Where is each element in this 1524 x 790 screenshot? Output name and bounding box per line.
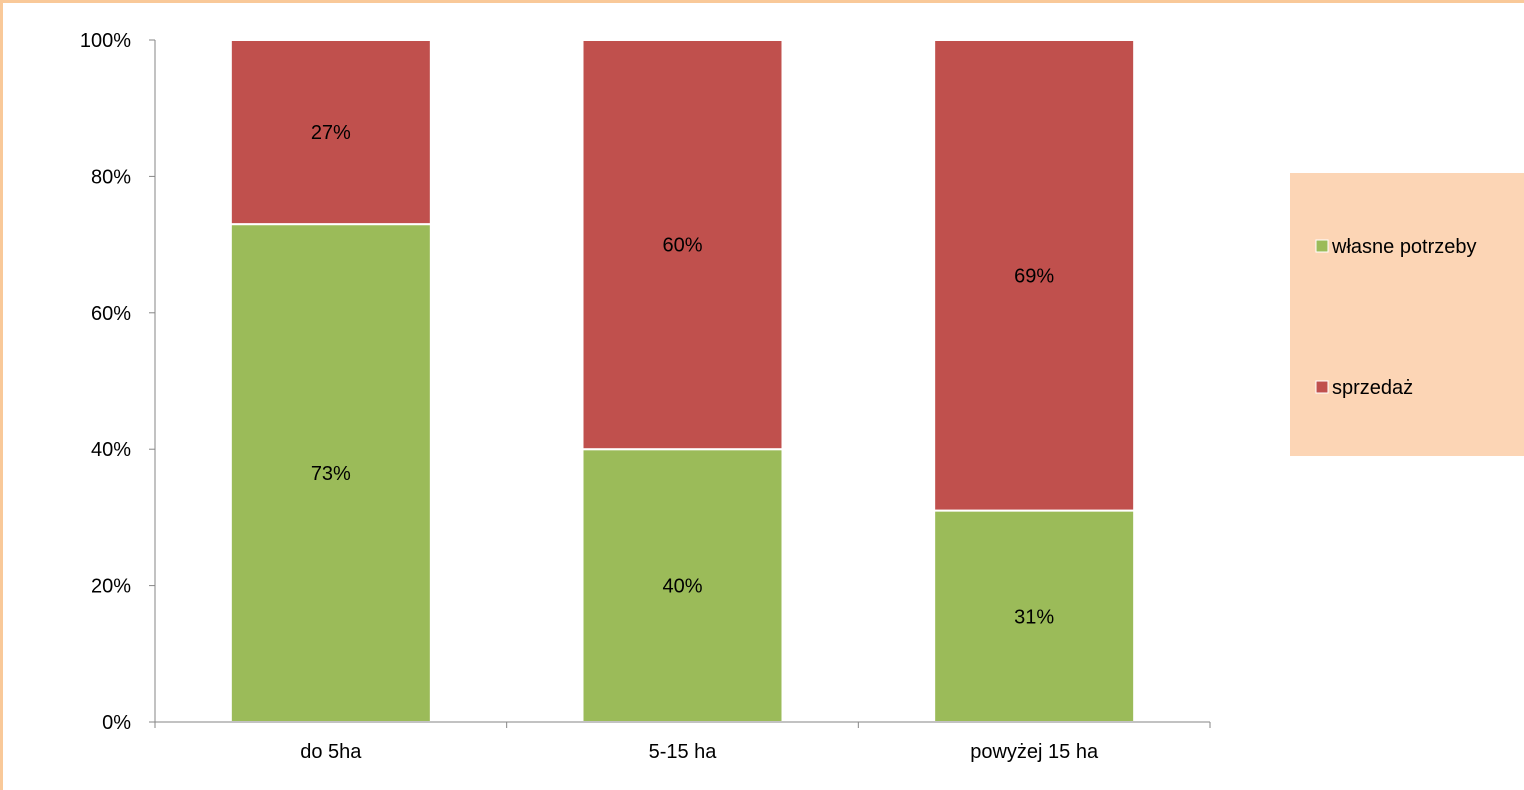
data-label: 31% — [1014, 606, 1054, 628]
legend: własne potrzeby sprzedaż — [1290, 173, 1524, 456]
bar-sprzedaz-1 — [581, 39, 784, 451]
legend-label: własne potrzeby — [1331, 236, 1477, 258]
data-labels: 73% 27% 40% 60% 31% 69% — [311, 122, 1055, 628]
y-tick-label: 0% — [102, 712, 131, 734]
x-tick-label: 5-15 ha — [649, 741, 718, 763]
y-tick-label: 20% — [91, 576, 131, 598]
bar-sprzedaz-0 — [229, 39, 432, 226]
x-tick-label: powyżej 15 ha — [970, 741, 1099, 763]
data-label: 60% — [662, 235, 702, 257]
data-label: 40% — [662, 576, 702, 598]
data-label: 73% — [311, 463, 351, 485]
legend-swatch-wlasne-potrzeby — [1315, 239, 1329, 253]
bars — [229, 39, 1136, 723]
bar-sprzedaz-2 — [933, 39, 1136, 512]
x-tick-label: do 5ha — [300, 741, 362, 763]
y-tick-label: 80% — [91, 166, 131, 188]
axes: do 5ha 5-15 ha powyżej 15 ha 0% 20% 40% 60% 80%… — [80, 30, 1211, 763]
data-label: 69% — [1014, 265, 1054, 287]
data-label: 27% — [311, 122, 351, 144]
legend-label: sprzedaż — [1332, 377, 1413, 399]
y-tick-label: 60% — [91, 303, 131, 325]
bar-wlasne-potrzeby-0 — [229, 223, 432, 723]
legend-swatch-sprzedaz — [1315, 380, 1329, 394]
y-tick-label: 40% — [91, 439, 131, 461]
legend-background — [1290, 173, 1524, 456]
y-tick-label: 100% — [80, 30, 131, 52]
